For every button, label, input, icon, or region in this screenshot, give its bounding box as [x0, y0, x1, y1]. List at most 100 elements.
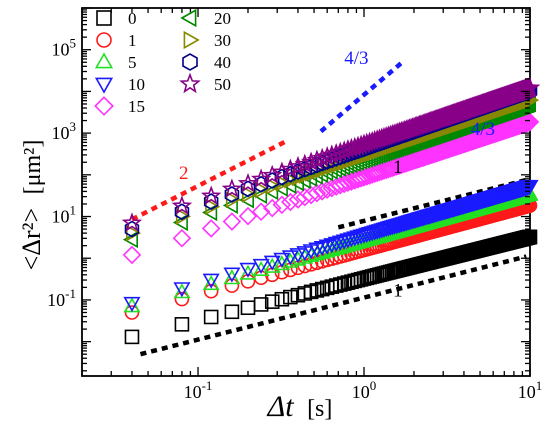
- point-0-3: [224, 304, 240, 320]
- legend-label-10: 10: [128, 75, 145, 94]
- point-15-6: [262, 198, 282, 218]
- legend-marker-30: [183, 30, 200, 50]
- point-15-0: [122, 245, 142, 265]
- point-30-4: [242, 185, 258, 203]
- point-0-6: [264, 294, 280, 309]
- y-tick-base: 10: [52, 123, 70, 143]
- point-5-2: [202, 274, 220, 291]
- x-tick-base: 10: [518, 382, 536, 402]
- legend-label-0: 0: [128, 9, 137, 28]
- point-50-2: [200, 185, 222, 205]
- point-10-17: [331, 235, 349, 251]
- point-40-0: [124, 220, 140, 238]
- point-10-5: [252, 258, 270, 275]
- x-tick-exp: 0: [370, 378, 377, 393]
- annotation-3: 1: [393, 157, 403, 178]
- point-1-0: [124, 305, 140, 320]
- legend-label-50: 50: [214, 75, 231, 94]
- x-axis-unit: [s]: [307, 396, 332, 422]
- point-10-18: [335, 234, 353, 250]
- x-axis-title: Δt [s]: [267, 390, 333, 423]
- point-15-1: [172, 228, 192, 248]
- legend-entry-5: 5: [94, 52, 137, 72]
- x-tick-base: 10: [352, 382, 370, 402]
- legend-entry-0: 0: [96, 9, 137, 28]
- guide-line-1: [319, 60, 404, 134]
- y-tick-exp: 5: [70, 36, 77, 51]
- data-points: [121, 77, 541, 345]
- point-50-1: [171, 195, 193, 215]
- y-tick-exp: 3: [70, 119, 77, 134]
- point-0-5: [253, 297, 269, 312]
- point-10-0: [123, 296, 141, 313]
- point-50-10: [294, 153, 316, 174]
- point-50-4: [237, 172, 259, 193]
- legend-marker-0: [96, 10, 112, 26]
- legend-entry-50: 50: [179, 72, 231, 94]
- point-0-13: [314, 281, 330, 297]
- point-15-29: [367, 163, 387, 183]
- point-0-0: [124, 329, 140, 345]
- annotation-4: 1: [393, 281, 403, 302]
- point-50-3: [221, 178, 243, 198]
- point-5-3: [223, 269, 241, 285]
- point-40-3: [224, 186, 240, 203]
- point-15-17: [331, 176, 350, 195]
- y-tick-label-3: 105: [52, 36, 77, 60]
- point-40-1: [174, 203, 190, 221]
- point-0-249: [522, 229, 538, 245]
- point-50-7: [271, 161, 293, 181]
- legend-label-40: 40: [214, 53, 231, 72]
- point-15-19: [338, 173, 358, 193]
- x-tick-label-1: 100: [352, 378, 377, 402]
- point-10-16: [327, 236, 345, 252]
- legend-entry-40: 40: [182, 53, 231, 72]
- x-tick-exp: 1: [536, 378, 543, 393]
- point-5-6: [263, 257, 281, 273]
- legend-marker-50: [179, 72, 201, 94]
- legend-marker-1: [96, 32, 112, 48]
- point-30-5: [255, 181, 271, 199]
- point-15-5: [251, 202, 271, 222]
- point-10-14: [318, 239, 336, 255]
- point-15-23: [351, 169, 371, 188]
- annotation-1: 4/3: [344, 48, 368, 69]
- y-tick-base: 10: [47, 290, 65, 310]
- point-20-13: [313, 166, 329, 184]
- legend-entry-15: 15: [94, 96, 145, 116]
- point-10-3: [223, 267, 241, 283]
- y-tick-exp: 1: [70, 203, 77, 218]
- y-tick-label-1: 101: [52, 203, 77, 227]
- point-15-12: [307, 183, 327, 203]
- point-20-12: [307, 167, 323, 185]
- series-10: [123, 179, 539, 313]
- point-30-7: [275, 174, 291, 192]
- point-0-2: [203, 309, 219, 325]
- point-0-8: [283, 289, 298, 305]
- point-15-11: [301, 185, 321, 205]
- point-10-1: [173, 282, 191, 298]
- point-10-13: [313, 241, 331, 257]
- point-10-15: [323, 238, 341, 254]
- point-50-0: [121, 212, 143, 232]
- point-15-7: [272, 195, 292, 215]
- series-0: [124, 229, 538, 345]
- point-15-8: [281, 192, 300, 212]
- guide-line-0: [130, 139, 288, 222]
- point-0-17: [333, 277, 348, 292]
- point-0-16: [328, 278, 344, 293]
- point-15-9: [288, 190, 308, 209]
- series-50: [121, 77, 541, 232]
- legend-label-30: 30: [214, 31, 231, 50]
- point-15-14: [317, 180, 337, 199]
- legend-marker-15: [94, 96, 114, 116]
- point-30-8: [284, 171, 300, 189]
- point-15-24: [354, 168, 374, 187]
- point-40-2: [203, 193, 219, 211]
- y-tick-label-2: 103: [52, 119, 77, 143]
- legend-entry-10: 10: [94, 75, 145, 94]
- point-5-1: [173, 283, 191, 299]
- point-1-2: [203, 283, 219, 299]
- annotation-2: 4/3: [471, 119, 495, 140]
- legend-marker-5: [94, 52, 114, 69]
